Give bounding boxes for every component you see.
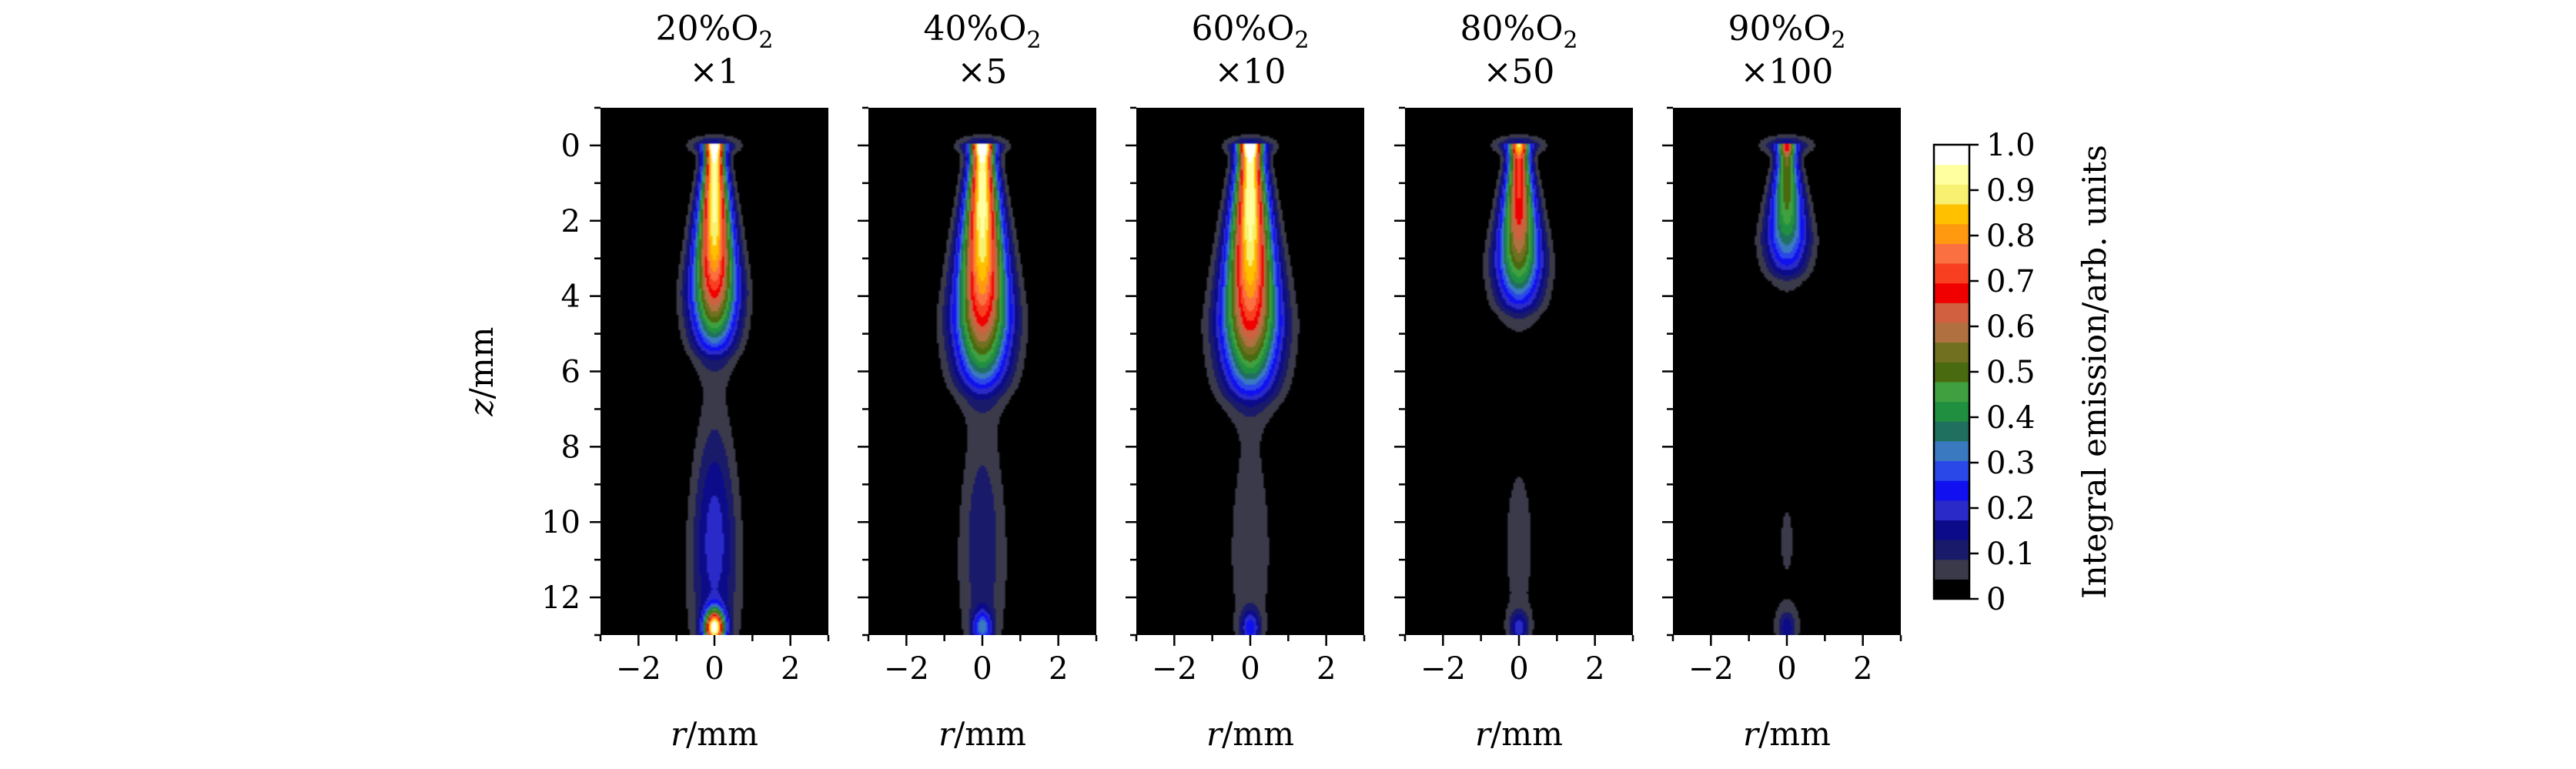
panel-title-line2: ×50 (1484, 52, 1555, 92)
x-tick-label: 2 (781, 651, 800, 687)
y-tick-label: 4 (561, 279, 580, 315)
colorbar-tick-label: 0.3 (1986, 446, 2036, 481)
x-tick-label: 2 (1853, 651, 1872, 687)
colorbar-tick-label: 0.1 (1986, 537, 2036, 572)
panel-title-line1: 40%O2 (924, 9, 1042, 54)
x-tick-label: 0 (1240, 651, 1260, 687)
x-axis-title: r/mm (1743, 715, 1831, 753)
x-tick-label: 0 (1509, 651, 1528, 687)
y-axis-title-text: z/mm (463, 327, 500, 417)
panel-2: 40%O2×5 −2 0 2 r/mm (858, 9, 1098, 753)
x-tick-label: 0 (972, 651, 992, 687)
x-tick-label: −2 (884, 651, 929, 687)
y-tick-label: 0 (561, 129, 580, 164)
colorbar-segment (1934, 460, 1969, 481)
colorbar-tick-label: 0.4 (1986, 400, 2036, 436)
heatmap-image (1136, 108, 1364, 635)
panel-title-line2: ×1 (690, 52, 740, 92)
panel-3: 60%O2×10 −2 0 2 r/mm (1126, 9, 1366, 753)
x-tick-label: 2 (1585, 651, 1604, 687)
panel-title-line1: 80%O2 (1460, 9, 1578, 54)
colorbar-tick-label: 0.7 (1986, 264, 2036, 299)
colorbar-segment (1934, 164, 1969, 185)
panel-title-line2: ×5 (958, 52, 1008, 92)
colorbar-segment (1934, 500, 1969, 520)
colorbar-tick-label: 0.5 (1986, 355, 2036, 390)
colorbar-segment (1934, 362, 1969, 383)
colorbar-segment (1934, 421, 1969, 442)
colorbar-segment (1934, 480, 1969, 501)
x-tick-label: −2 (616, 651, 661, 687)
panels: 20%O2×1 −2 0 2 r/mm 40%O2×5 −2 0 2 r/mm 60%O2×10 −2… (541, 9, 1902, 753)
panel-4: 80%O2×50 −2 0 2 r/mm (1394, 9, 1634, 753)
x-axis-title: r/mm (938, 715, 1026, 753)
colorbar-segment (1934, 322, 1969, 343)
x-tick-label: 0 (1777, 651, 1796, 687)
colorbar-segment (1934, 520, 1969, 540)
colorbar-segment (1934, 223, 1969, 244)
heatmap-image (1673, 108, 1901, 635)
colorbar-segment (1934, 540, 1969, 560)
colorbar-segment (1934, 145, 1969, 166)
colorbar-segment (1934, 381, 1969, 403)
x-tick-label: −2 (1420, 651, 1466, 687)
x-axis-title: r/mm (1206, 715, 1294, 753)
colorbar-segment (1934, 203, 1969, 225)
y-tick-label: 6 (561, 355, 580, 390)
y-axis-title: z/mm (463, 327, 500, 417)
panel-title-line1: 60%O2 (1192, 9, 1310, 54)
heatmap-image (1405, 108, 1633, 635)
colorbar-tick-label: 0.9 (1986, 173, 2036, 209)
colorbar-segment (1934, 262, 1969, 284)
heatmap-image (868, 108, 1096, 635)
panel-title-line1: 20%O2 (656, 9, 774, 54)
x-tick-label: 2 (1316, 651, 1336, 687)
colorbar-segment (1934, 303, 1969, 323)
x-tick-label: 2 (1049, 651, 1068, 687)
heatmap-image (601, 108, 828, 635)
colorbar-tick-label: 1.0 (1986, 128, 2036, 163)
colorbar-title: Integral emission/arb. units (2076, 145, 2113, 599)
panel-5: 90%O2×100 −2 0 2 r/mm (1662, 9, 1902, 753)
colorbar-tick-label: 0.6 (1986, 309, 2036, 345)
x-axis-title: r/mm (671, 715, 758, 753)
colorbar-tick-label: 0.8 (1986, 219, 2036, 254)
colorbar-segment (1934, 440, 1969, 462)
y-tick-label: 12 (541, 580, 580, 616)
y-tick-labels: 0 2 4 6 8 10 12 (541, 129, 580, 616)
colorbar-segment (1934, 243, 1969, 264)
x-tick-label: −2 (1688, 651, 1734, 687)
y-tick-label: 2 (561, 204, 580, 239)
panel-title-line2: ×100 (1741, 52, 1834, 92)
colorbar-segment (1934, 283, 1969, 303)
colorbar-segment (1934, 579, 1969, 600)
colorbar-segment (1934, 559, 1969, 580)
colorbar-segment (1934, 342, 1969, 363)
colorbar-tick-label: 0 (1986, 582, 2006, 617)
panel-1: 20%O2×1 −2 0 2 r/mm (590, 9, 830, 753)
y-tick-label: 8 (561, 430, 580, 465)
x-tick-label: 0 (704, 651, 724, 687)
colorbar-tick-label: 0.2 (1986, 491, 2036, 527)
panel-title-line2: ×10 (1215, 52, 1286, 92)
y-tick-label: 10 (541, 505, 580, 540)
colorbar: 0 0.1 0.2 0.3 0.4 0.5 0.6 0.7 0.8 0.9 1.0 Integral … (1932, 128, 2113, 617)
x-axis-title: r/mm (1475, 715, 1563, 753)
x-tick-label: −2 (1152, 651, 1197, 687)
colorbar-segment (1934, 401, 1969, 422)
colorbar-segment (1934, 184, 1969, 205)
panel-title-line1: 90%O2 (1728, 9, 1846, 54)
